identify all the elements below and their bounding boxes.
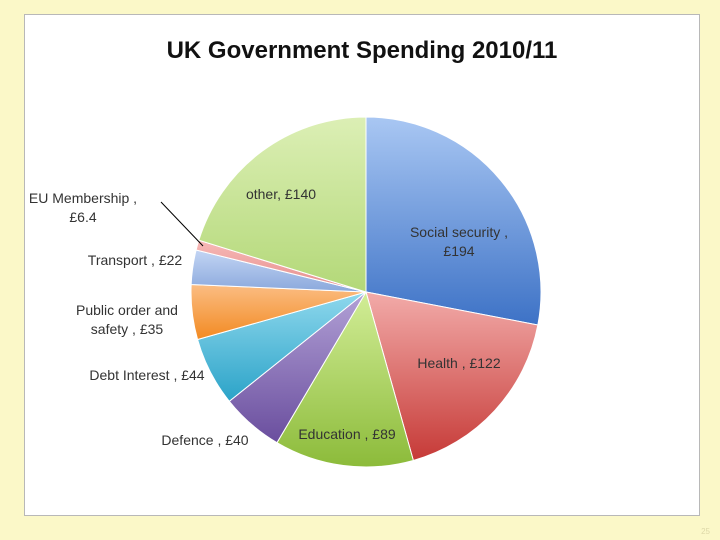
- data-label-defence: Defence , £40: [161, 432, 248, 448]
- data-label-eu-membership: EU Membership , £6.4: [29, 190, 137, 225]
- data-label-transport: Transport , £22: [88, 252, 183, 268]
- pie-slice-health: [365, 291, 539, 462]
- chart-frame: UK Government Spending 2010/11 Social se…: [24, 14, 700, 516]
- chart-title: UK Government Spending 2010/11: [166, 37, 558, 64]
- data-label-social-security: Social security , £194: [410, 224, 508, 259]
- data-label-public-order-and-safety: Public order and safety , £35: [76, 302, 178, 337]
- data-label-education: Education , £89: [298, 426, 396, 442]
- pie-slice-social-security: [365, 116, 542, 326]
- pie-chart: Social security , £194 Health , £122 Educat…: [29, 116, 542, 468]
- data-label-debt-interest: Debt Interest , £44: [89, 367, 204, 383]
- pie-slice-education: [276, 290, 414, 468]
- data-label-health: Health , £122: [417, 355, 500, 371]
- pie-slice-other: [198, 116, 367, 293]
- data-label-other: other, £140: [246, 186, 316, 202]
- eu-membership-leader-line: [160, 201, 204, 247]
- page-number: 25: [701, 527, 710, 536]
